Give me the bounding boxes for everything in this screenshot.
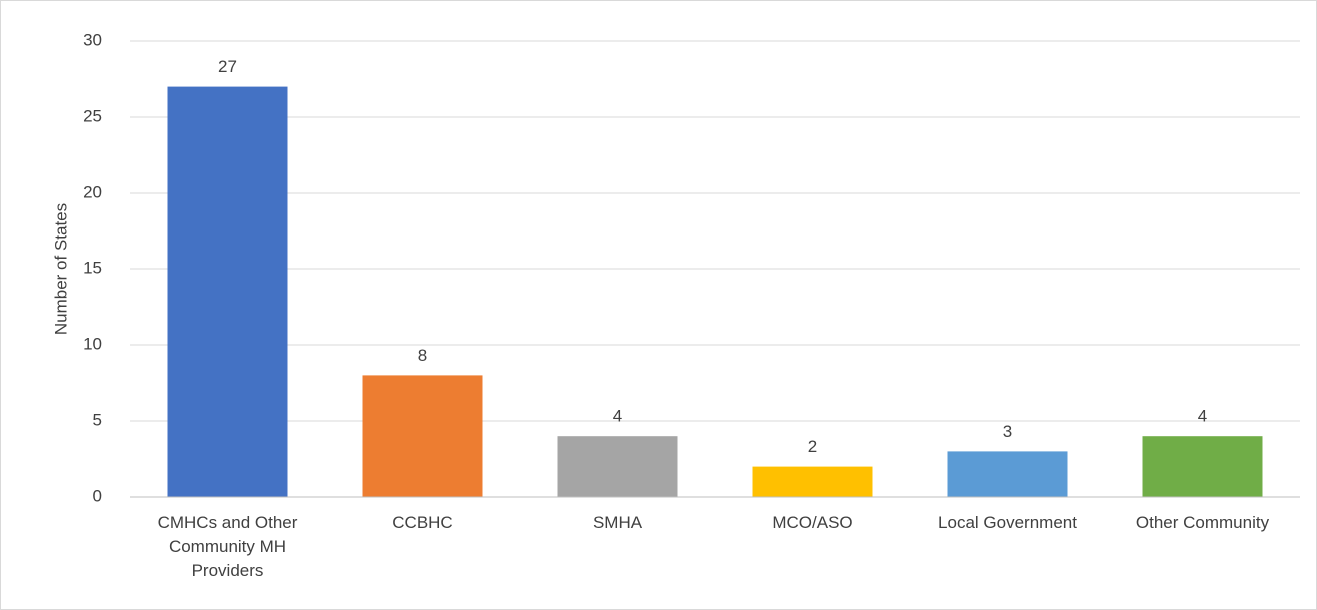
bar (167, 86, 288, 497)
data-label: 27 (218, 57, 237, 76)
x-tick-label: Local Government (938, 513, 1077, 532)
y-tick-label: 0 (93, 486, 102, 505)
data-label: 4 (1198, 407, 1207, 426)
x-tick-label: MCO/ASO (772, 513, 853, 532)
y-tick-label: 10 (83, 334, 102, 353)
bar (947, 451, 1068, 497)
x-tick-label: Other Community (1135, 513, 1270, 532)
x-tick-label: CCBHC (392, 513, 453, 532)
y-tick-label: 5 (93, 410, 102, 429)
bar (362, 375, 483, 497)
x-tick-label: CMHCs and Other Community MH Providers (157, 513, 298, 580)
y-tick-label: 20 (83, 182, 102, 201)
y-tick-label: 15 (83, 258, 102, 277)
bar (752, 466, 873, 497)
y-tick-label: 25 (83, 106, 102, 125)
data-label: 8 (418, 346, 427, 365)
data-label: 2 (808, 437, 817, 456)
y-axis-label: Number of States (51, 203, 70, 335)
bar (1142, 436, 1263, 497)
x-tick-label: SMHA (592, 513, 643, 532)
bar (557, 436, 678, 497)
data-label: 4 (613, 407, 622, 426)
y-tick-label: 30 (83, 30, 102, 49)
data-label: 3 (1003, 422, 1012, 441)
